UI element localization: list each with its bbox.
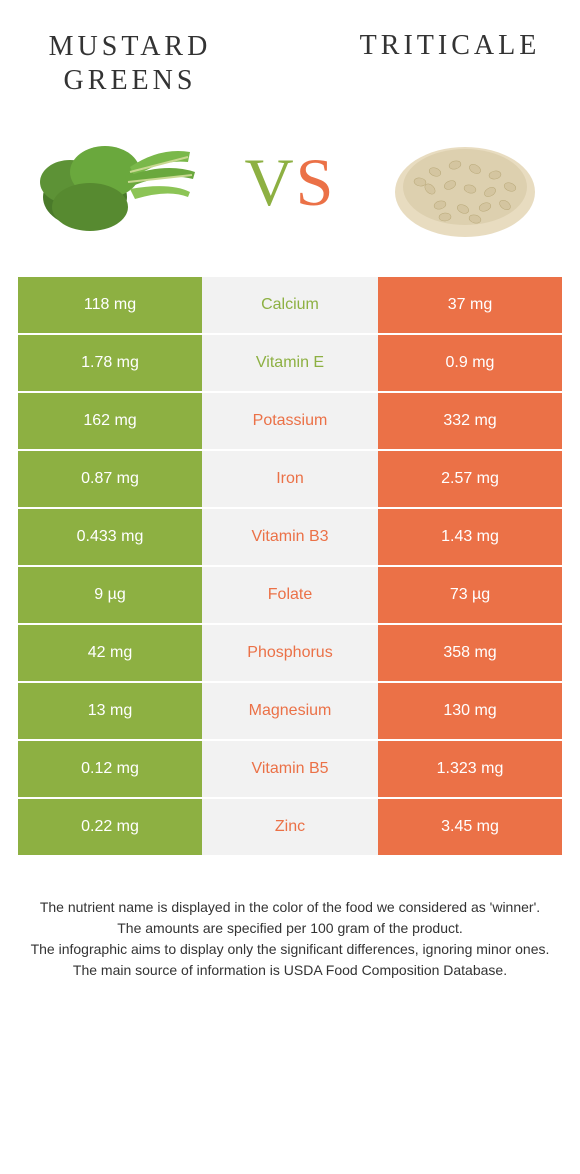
value-left: 0.433 mg <box>18 509 202 565</box>
nutrient-row: 0.22 mgZinc3.45 mg <box>18 799 562 857</box>
footer-line: The amounts are specified per 100 gram o… <box>30 918 550 939</box>
value-left: 0.22 mg <box>18 799 202 855</box>
nutrient-row: 9 µgFolate73 µg <box>18 567 562 625</box>
nutrient-row: 13 mgMagnesium130 mg <box>18 683 562 741</box>
mustard-greens-image <box>30 112 200 252</box>
value-left: 162 mg <box>18 393 202 449</box>
nutrient-label: Potassium <box>202 393 378 449</box>
triticale-image <box>380 112 550 252</box>
footer-line: The infographic aims to display only the… <box>30 939 550 960</box>
nutrient-row: 1.78 mgVitamin E0.9 mg <box>18 335 562 393</box>
value-right: 2.57 mg <box>378 451 562 507</box>
value-right: 37 mg <box>378 277 562 333</box>
value-left: 0.12 mg <box>18 741 202 797</box>
nutrient-table: 118 mgCalcium37 mg1.78 mgVitamin E0.9 mg… <box>18 277 562 857</box>
nutrient-row: 118 mgCalcium37 mg <box>18 277 562 335</box>
value-right: 332 mg <box>378 393 562 449</box>
vs-s: S <box>296 144 336 220</box>
value-right: 3.45 mg <box>378 799 562 855</box>
images-row: VS <box>0 97 580 277</box>
nutrient-label: Vitamin B3 <box>202 509 378 565</box>
nutrient-row: 0.433 mgVitamin B31.43 mg <box>18 509 562 567</box>
food-title-left: MUSTARD GREENS <box>30 30 230 97</box>
nutrient-label: Vitamin E <box>202 335 378 391</box>
vs-label: VS <box>245 143 336 222</box>
value-right: 0.9 mg <box>378 335 562 391</box>
footer-line: The main source of information is USDA F… <box>30 960 550 981</box>
value-right: 73 µg <box>378 567 562 623</box>
footer-notes: The nutrient name is displayed in the co… <box>0 857 580 981</box>
nutrient-row: 0.12 mgVitamin B51.323 mg <box>18 741 562 799</box>
value-left: 0.87 mg <box>18 451 202 507</box>
food-title-right: TRITICALE <box>350 30 550 62</box>
value-left: 9 µg <box>18 567 202 623</box>
value-left: 1.78 mg <box>18 335 202 391</box>
nutrient-label: Iron <box>202 451 378 507</box>
nutrient-label: Zinc <box>202 799 378 855</box>
nutrient-row: 42 mgPhosphorus358 mg <box>18 625 562 683</box>
nutrient-label: Folate <box>202 567 378 623</box>
value-right: 1.323 mg <box>378 741 562 797</box>
value-right: 358 mg <box>378 625 562 681</box>
footer-line: The nutrient name is displayed in the co… <box>30 897 550 918</box>
nutrient-label: Calcium <box>202 277 378 333</box>
nutrient-label: Vitamin B5 <box>202 741 378 797</box>
nutrient-label: Phosphorus <box>202 625 378 681</box>
nutrient-row: 162 mgPotassium332 mg <box>18 393 562 451</box>
value-left: 42 mg <box>18 625 202 681</box>
value-left: 13 mg <box>18 683 202 739</box>
nutrient-row: 0.87 mgIron2.57 mg <box>18 451 562 509</box>
value-left: 118 mg <box>18 277 202 333</box>
vs-v: V <box>245 144 296 220</box>
value-right: 130 mg <box>378 683 562 739</box>
nutrient-label: Magnesium <box>202 683 378 739</box>
value-right: 1.43 mg <box>378 509 562 565</box>
header: MUSTARD GREENS TRITICALE <box>0 0 580 97</box>
